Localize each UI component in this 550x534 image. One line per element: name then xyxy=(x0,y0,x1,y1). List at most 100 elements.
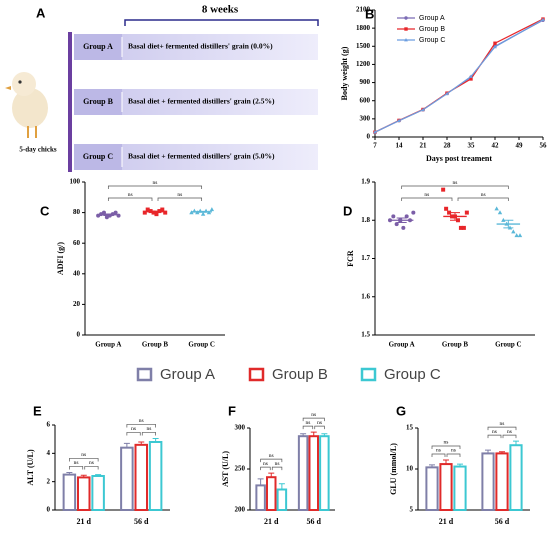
significance-label: ns xyxy=(153,180,158,186)
significance-bracket xyxy=(314,425,325,430)
y-tick-label: 1200 xyxy=(356,60,371,68)
y-tick-label: 15 xyxy=(406,424,414,432)
significance-label: ns xyxy=(269,453,274,459)
y-tick-label: 1.9 xyxy=(361,178,370,186)
significance-label: ns xyxy=(451,448,456,454)
treatment: Basal diet + fermented distillers' grain… xyxy=(128,97,275,106)
error-bar xyxy=(150,210,160,213)
point xyxy=(501,217,506,222)
error-bar xyxy=(443,459,449,465)
panel-label: F xyxy=(228,403,236,418)
x-tick-label: 42 xyxy=(492,142,500,150)
significance-label: ns xyxy=(436,448,441,454)
group-name: Group B xyxy=(83,97,114,106)
bar xyxy=(308,435,319,512)
y-axis-label: Body weight (g) xyxy=(340,46,349,100)
significance-bracket xyxy=(446,453,461,457)
point xyxy=(209,207,215,212)
y-axis-label: ADFI (g/) xyxy=(56,242,65,275)
error-bar xyxy=(396,217,407,224)
y-tick-label: 80 xyxy=(73,208,81,216)
animal: 5-day chicks xyxy=(19,146,56,154)
y-axis-label: FCR xyxy=(346,250,355,267)
point xyxy=(200,211,206,216)
y-tick-label: 250 xyxy=(235,465,246,473)
error-bar xyxy=(310,431,317,437)
significance-bracket xyxy=(69,466,84,470)
significance-label: ns xyxy=(263,461,268,467)
x-tick-label: 56 d xyxy=(134,517,149,526)
error-bar xyxy=(485,449,491,454)
series-line xyxy=(374,19,544,133)
y-tick-label: 40 xyxy=(73,269,81,277)
treatment: Basal diet+ fermented distillers' grain … xyxy=(128,42,273,51)
y-tick-label: 1500 xyxy=(356,42,371,50)
significance-bracket xyxy=(260,458,283,463)
point xyxy=(113,210,118,215)
y-tick-label: 200 xyxy=(235,506,246,514)
point xyxy=(154,212,159,217)
point xyxy=(163,210,168,215)
bar xyxy=(453,465,467,512)
bar xyxy=(481,452,495,512)
error-bar xyxy=(138,441,145,445)
x-tick-label: 14 xyxy=(396,142,404,150)
y-tick-label: 2100 xyxy=(356,6,371,14)
y-axis-label: AST (U/L) xyxy=(221,451,230,487)
significance-label: ns xyxy=(177,192,182,198)
error-bar xyxy=(80,474,87,478)
point xyxy=(497,210,503,215)
point xyxy=(404,16,408,20)
y-tick-label: 100 xyxy=(70,178,81,186)
significance-label: ns xyxy=(128,192,133,198)
significance-bracket xyxy=(84,466,99,470)
x-tick-label: Group C xyxy=(188,341,215,349)
y-tick-label: 300 xyxy=(360,114,371,122)
bar xyxy=(319,435,330,512)
point xyxy=(447,210,452,215)
x-tick-label: 21 xyxy=(420,142,428,150)
significance-label: ns xyxy=(453,180,458,186)
legend-label: Group B xyxy=(419,26,445,33)
legend-label: Group A xyxy=(419,15,445,22)
error-bar xyxy=(268,472,275,478)
significance-label: ns xyxy=(444,440,449,446)
x-tick-label: Group B xyxy=(442,341,468,349)
treatment: Basal diet + fermented distillers' grain… xyxy=(128,152,275,161)
panel-label: B xyxy=(365,6,374,21)
error-bar xyxy=(499,451,505,454)
chick-eye xyxy=(18,80,22,84)
significance-label: ns xyxy=(305,420,310,426)
bar xyxy=(148,441,163,511)
x-tick-label: Group C xyxy=(495,341,522,349)
error-bar xyxy=(257,478,264,486)
error-bar xyxy=(66,471,73,475)
bar xyxy=(62,473,77,512)
significance-label: ns xyxy=(317,420,322,426)
significance-bracket xyxy=(431,445,461,449)
y-tick-label: 0 xyxy=(367,133,371,141)
legend-label: Group C xyxy=(419,37,445,44)
duration: 8 weeks xyxy=(202,4,239,16)
significance-label: ns xyxy=(500,421,505,427)
significance-label: ns xyxy=(492,429,497,435)
significance-bracket xyxy=(141,432,156,436)
bar xyxy=(77,476,91,511)
error-bar xyxy=(457,463,463,467)
point xyxy=(404,37,408,42)
y-tick-label: 0 xyxy=(77,331,81,339)
y-tick-label: 900 xyxy=(360,78,371,86)
error-bar xyxy=(450,212,460,221)
y-axis-label: ALT (U/L) xyxy=(26,449,35,486)
point xyxy=(493,41,497,45)
point xyxy=(394,222,399,227)
significance-bracket xyxy=(302,425,314,430)
bar xyxy=(297,435,309,512)
panel-label: A xyxy=(36,5,46,20)
group-name: Group C xyxy=(83,152,114,161)
x-axis-label: Days post treament xyxy=(426,154,492,163)
point xyxy=(404,27,408,31)
point xyxy=(145,207,150,212)
significance-bracket xyxy=(69,458,99,462)
error-bar xyxy=(429,464,435,468)
